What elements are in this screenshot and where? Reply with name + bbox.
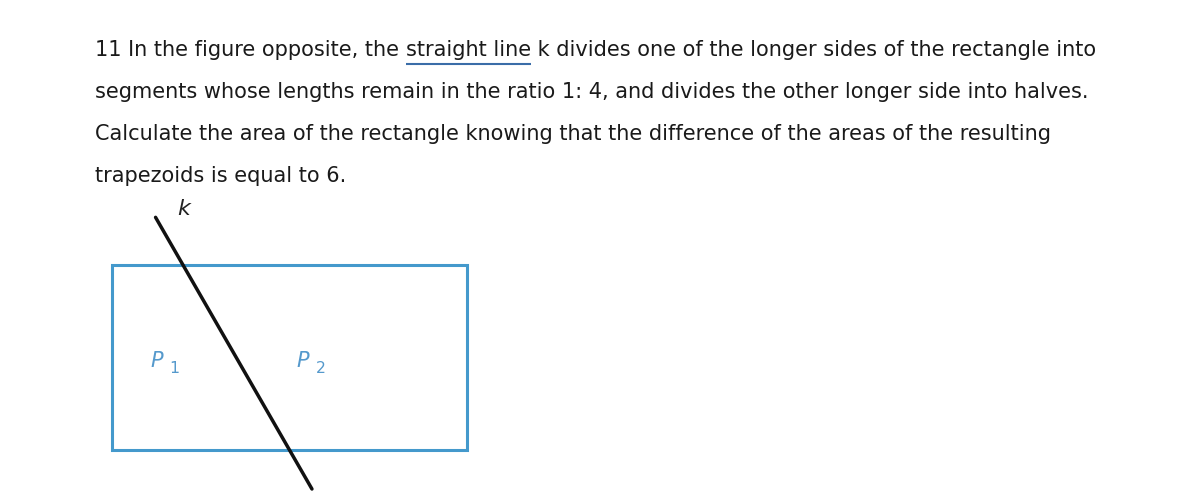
- Bar: [112, 265, 467, 450]
- Text: 2: 2: [316, 361, 325, 376]
- Text: k: k: [178, 199, 191, 219]
- Text: k divides one of the longer sides of the rectangle into: k divides one of the longer sides of the…: [530, 40, 1096, 60]
- Text: trapezoids is equal to 6.: trapezoids is equal to 6.: [95, 166, 347, 186]
- Text: 11 In the figure opposite, the: 11 In the figure opposite, the: [95, 40, 406, 60]
- Text: Calculate the area of the rectangle knowing that the difference of the areas of : Calculate the area of the rectangle know…: [95, 124, 1051, 144]
- Text: straight line: straight line: [406, 40, 530, 60]
- Text: 1: 1: [169, 361, 179, 376]
- Text: segments whose lengths remain in the ratio 1: 4, and divides the other longer si: segments whose lengths remain in the rat…: [95, 82, 1088, 102]
- Text: P: P: [296, 351, 310, 371]
- Text: P: P: [150, 351, 163, 371]
